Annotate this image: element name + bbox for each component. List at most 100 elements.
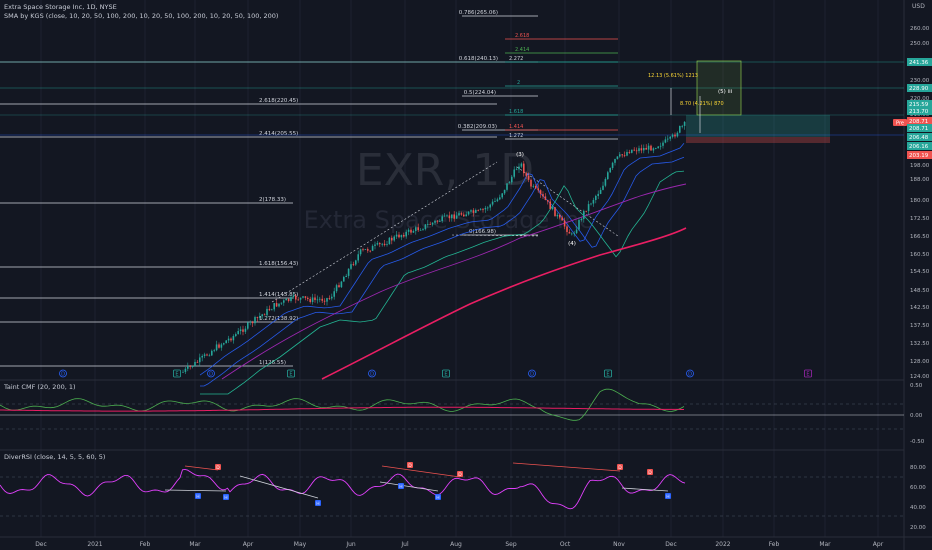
time-tick-label: Nov	[613, 541, 625, 548]
candle-body	[611, 162, 614, 169]
ext-ratio: 1.414	[509, 124, 523, 130]
time-tick-label: Feb	[769, 541, 780, 548]
event-marker[interactable]	[528, 369, 536, 378]
time-axis[interactable]: Dec 2021 Feb Mar Apr May Jun Jul Aug Sep Oct Nov Dec…	[35, 541, 884, 548]
candle-body	[184, 368, 187, 372]
candle-body	[398, 234, 400, 238]
candle-body	[482, 209, 484, 211]
candle-body	[328, 298, 331, 299]
bullish-divergence-marker[interactable]	[435, 494, 441, 500]
bullish-divergence-marker[interactable]	[315, 500, 321, 506]
candles[interactable]	[182, 121, 686, 374]
bearish-divergence-marker[interactable]	[647, 469, 653, 475]
candle-body	[479, 209, 482, 211]
price-tick-label: 137.50	[910, 323, 930, 329]
candle-body	[621, 154, 623, 156]
rsi-line	[0, 468, 686, 510]
bearish-divergence-marker[interactable]	[457, 471, 463, 477]
candle-body	[316, 299, 319, 301]
candle-body	[571, 233, 573, 235]
time-tick-label: Apr	[243, 541, 254, 548]
candle-body	[573, 233, 575, 234]
candle-body	[537, 188, 539, 191]
candle-body	[302, 296, 304, 298]
time-tick-label: Apr	[873, 541, 884, 548]
event-marker-letter: D	[688, 372, 692, 378]
candle-body	[443, 215, 446, 217]
candle-body	[559, 214, 561, 218]
candle-body	[297, 299, 299, 301]
candle-body	[213, 350, 215, 352]
candle-body	[187, 366, 189, 369]
candle-body	[374, 244, 376, 246]
event-marker[interactable]	[173, 369, 181, 378]
divergence-line	[239, 475, 319, 499]
divergence-line	[621, 487, 669, 492]
rsi-tick-label: 20.00	[910, 525, 926, 531]
event-marker[interactable]	[604, 369, 612, 378]
candle-body	[679, 125, 681, 133]
price-label: 228.90	[909, 86, 929, 92]
candle-body	[381, 243, 383, 245]
event-marker[interactable]	[207, 369, 215, 378]
bearish-divergence-marker[interactable]	[617, 464, 623, 470]
candle-body	[232, 336, 235, 341]
candle-body	[549, 201, 551, 210]
event-marker[interactable]	[442, 369, 450, 378]
candle-body	[424, 224, 427, 230]
time-tick-label: Sep	[505, 541, 517, 548]
target-box[interactable]	[696, 60, 742, 116]
price-label: 208.71	[909, 119, 928, 125]
bullish-divergence-marker[interactable]	[398, 483, 404, 489]
rsi-indicator-title[interactable]: DiverRSI (close, 14, 5, 5, 60, 5)	[4, 453, 106, 461]
candle-body	[671, 134, 674, 137]
bearish-divergence-marker[interactable]	[407, 462, 413, 468]
candle-body	[283, 300, 285, 303]
candle-body	[535, 185, 537, 189]
event-marker[interactable]	[368, 369, 376, 378]
candle-body	[470, 210, 472, 212]
long-position-loss[interactable]	[686, 137, 830, 143]
candle-body	[640, 148, 643, 151]
event-marker[interactable]	[59, 369, 67, 378]
event-marker[interactable]	[287, 369, 295, 378]
candle-body	[508, 182, 511, 184]
candle-body	[683, 121, 686, 126]
candle-body	[412, 230, 415, 233]
sma-line	[200, 170, 685, 395]
event-marker-letter: D	[209, 372, 213, 378]
cmf-signal-line	[0, 406, 684, 412]
candle-body	[194, 361, 196, 367]
candle-body	[350, 264, 352, 269]
divergence-marker-letter: D	[408, 463, 412, 469]
candle-body	[489, 204, 491, 208]
candle-body	[458, 213, 460, 216]
event-marker[interactable]	[686, 369, 694, 378]
fib-extension[interactable]: 2.618(220.45) 2.414(205.55) 2(178.33) 1.…	[0, 98, 497, 367]
candle-body	[287, 298, 290, 301]
candle-body	[427, 223, 429, 225]
time-tick-label: Mar	[819, 541, 831, 548]
symbol-title[interactable]: Extra Space Storage Inc, 1D, NYSE	[4, 3, 117, 11]
candle-body	[203, 354, 206, 356]
bullish-divergence-marker[interactable]	[195, 493, 201, 499]
candle-body	[647, 145, 650, 150]
candle-body	[304, 296, 307, 298]
price-tick-label: 250.00	[910, 41, 930, 47]
long-position-profit[interactable]	[686, 115, 830, 137]
candle-body	[235, 334, 237, 337]
candle-body	[674, 134, 676, 137]
cmf-indicator-title[interactable]: Taint CMF (20, 200, 1)	[4, 383, 76, 391]
time-tick-label: Dec	[35, 541, 47, 548]
time-tick-label: Oct	[560, 541, 571, 548]
event-marker[interactable]	[804, 369, 812, 378]
price-tick-label: 132.50	[910, 341, 930, 347]
divergence-marker-letter: H	[196, 494, 199, 500]
bullish-divergence-marker[interactable]	[665, 493, 671, 499]
event-marker-letter: E	[289, 372, 292, 378]
sma-indicator-title[interactable]: SMA by KGS (close, 10, 20, 50, 100, 200,…	[4, 12, 279, 20]
bearish-divergence-marker[interactable]	[215, 464, 221, 470]
bullish-divergence-marker[interactable]	[223, 494, 229, 500]
